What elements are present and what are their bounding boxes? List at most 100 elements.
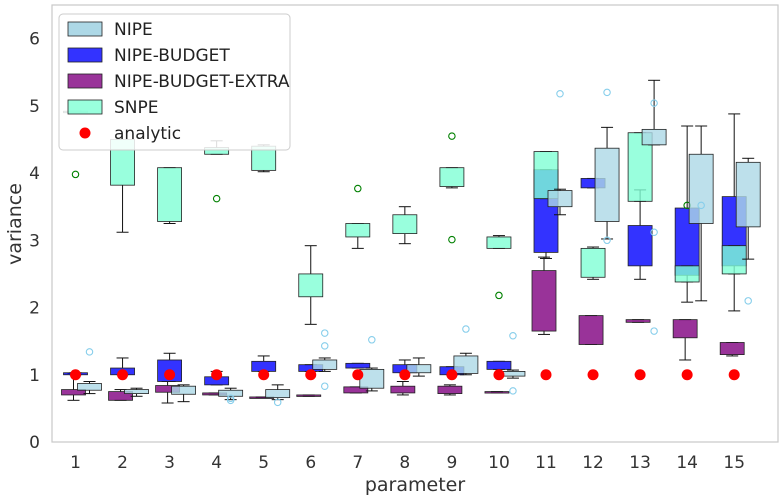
- analytic-point-11: [540, 369, 552, 381]
- box-body: [486, 236, 512, 249]
- flier-nipe-4-1: [226, 396, 235, 405]
- analytic-point-13: [634, 369, 646, 381]
- box-body: [61, 389, 86, 396]
- box-body: [296, 394, 322, 397]
- legend-label-snpe: SNPE: [114, 98, 159, 118]
- box-body: [735, 161, 761, 228]
- box-nipe-budget-extra-11: [531, 256, 557, 335]
- box-snpe-8: [392, 206, 418, 245]
- box-nipe-12: [594, 88, 620, 245]
- flier-nipe-6-1: [320, 342, 329, 350]
- box-nipe-1: [77, 348, 102, 395]
- box-nipe-budget-10: [486, 360, 512, 370]
- analytic-point-6: [305, 369, 317, 381]
- box-body: [721, 245, 747, 275]
- y-tick-label-4: 4: [29, 164, 40, 184]
- box-body: [345, 362, 371, 369]
- analytic-point-1: [70, 369, 81, 381]
- box-nipe-budget-extra-10: [484, 391, 510, 394]
- box-body: [625, 319, 651, 323]
- box-nipe-4: [218, 387, 244, 405]
- x-tick-label-13: 13: [629, 453, 651, 473]
- flier-nipe-1-0: [85, 348, 94, 356]
- legend-marker-analytic: [79, 127, 91, 139]
- box-body: [674, 265, 700, 283]
- flier-nipe-10-0: [509, 332, 517, 340]
- box-body: [578, 315, 604, 345]
- box-body: [345, 223, 371, 238]
- box-body: [719, 342, 745, 356]
- flier-nipe-7-0: [368, 336, 376, 344]
- analytic-point-9: [446, 369, 458, 381]
- box-body: [484, 391, 510, 394]
- flier-nipe-15-0: [744, 297, 752, 305]
- legend-frame: [58, 13, 291, 151]
- box-snpe-3: [157, 167, 183, 224]
- flier-snpe-4-0: [212, 194, 221, 203]
- box-body: [298, 273, 324, 298]
- x-tick-label-1: 1: [70, 453, 81, 473]
- flier-snpe-7-0: [354, 184, 362, 193]
- box-body: [627, 225, 653, 267]
- flier-nipe-14-0: [697, 201, 705, 210]
- flier-snpe-9-1: [448, 235, 456, 244]
- box-nipe-2: [124, 387, 149, 397]
- box-body: [359, 368, 385, 389]
- box-body: [580, 247, 606, 278]
- box-body: [627, 132, 653, 202]
- x-tick-label-14: 14: [676, 453, 698, 473]
- x-tick-label-9: 9: [446, 453, 457, 473]
- boxes-layer: [61, 79, 761, 407]
- legend-label-nipe-budget-extra: NIPE-BUDGET-EXTRA: [114, 72, 290, 92]
- x-tick-label-12: 12: [582, 453, 604, 473]
- y-tick-label-3: 3: [29, 231, 40, 251]
- box-nipe-3: [171, 384, 197, 403]
- x-tick-label-10: 10: [488, 453, 510, 473]
- x-tick-label-6: 6: [305, 453, 316, 473]
- box-body: [547, 190, 573, 208]
- box-body: [486, 360, 512, 370]
- x-axis: 1 2 3 4 5 6 7 8 9 10 11 12 13 14 15: [70, 453, 745, 473]
- x-tick-label-11: 11: [535, 453, 557, 473]
- box-body: [641, 128, 667, 146]
- box-nipe-budget-extra-8: [390, 380, 416, 396]
- box-body: [312, 359, 338, 370]
- flier-snpe-9-0: [448, 132, 456, 140]
- y-axis: 0 1 2 3 4 5 6: [29, 30, 40, 453]
- flier-nipe-13-2: [650, 327, 658, 335]
- analytic-point-4: [211, 369, 223, 381]
- y-tick-label-2: 2: [29, 299, 40, 319]
- analytic-point-15: [728, 369, 740, 381]
- x-tick-label-15: 15: [723, 453, 745, 473]
- flier-nipe-4-0: [226, 394, 235, 403]
- box-body: [124, 389, 149, 394]
- analytic-point-5: [258, 369, 270, 381]
- box-nipe-budget-7: [345, 362, 371, 369]
- box-body: [171, 385, 197, 395]
- box-body: [439, 167, 465, 187]
- box-body: [688, 153, 714, 224]
- box-nipe-8: [406, 357, 432, 377]
- x-tick-label-8: 8: [399, 453, 410, 473]
- flier-nipe-11-0: [556, 89, 564, 98]
- flier-snpe-1-0: [71, 170, 80, 179]
- flier-nipe-12-1: [603, 236, 611, 245]
- flier-snpe-10-0: [495, 291, 503, 300]
- box-snpe-9: [439, 132, 465, 244]
- legend-label-nipe: NIPE: [114, 20, 153, 40]
- box-body: [594, 147, 620, 222]
- box-nipe-11: [547, 89, 573, 216]
- box-nipe-15: [735, 157, 761, 305]
- analytic-layer: [70, 369, 740, 381]
- box-snpe-12: [580, 246, 606, 280]
- legend-swatch-nipe: [67, 21, 103, 37]
- box-body: [157, 167, 183, 222]
- box-nipe-6: [312, 329, 338, 390]
- box-body: [531, 270, 557, 332]
- box-nipe-5: [265, 384, 291, 407]
- x-axis-label: parameter: [365, 474, 465, 496]
- y-tick-label-6: 6: [29, 30, 40, 50]
- flier-nipe-13-0: [650, 99, 658, 107]
- flier-nipe-6-2: [320, 382, 329, 390]
